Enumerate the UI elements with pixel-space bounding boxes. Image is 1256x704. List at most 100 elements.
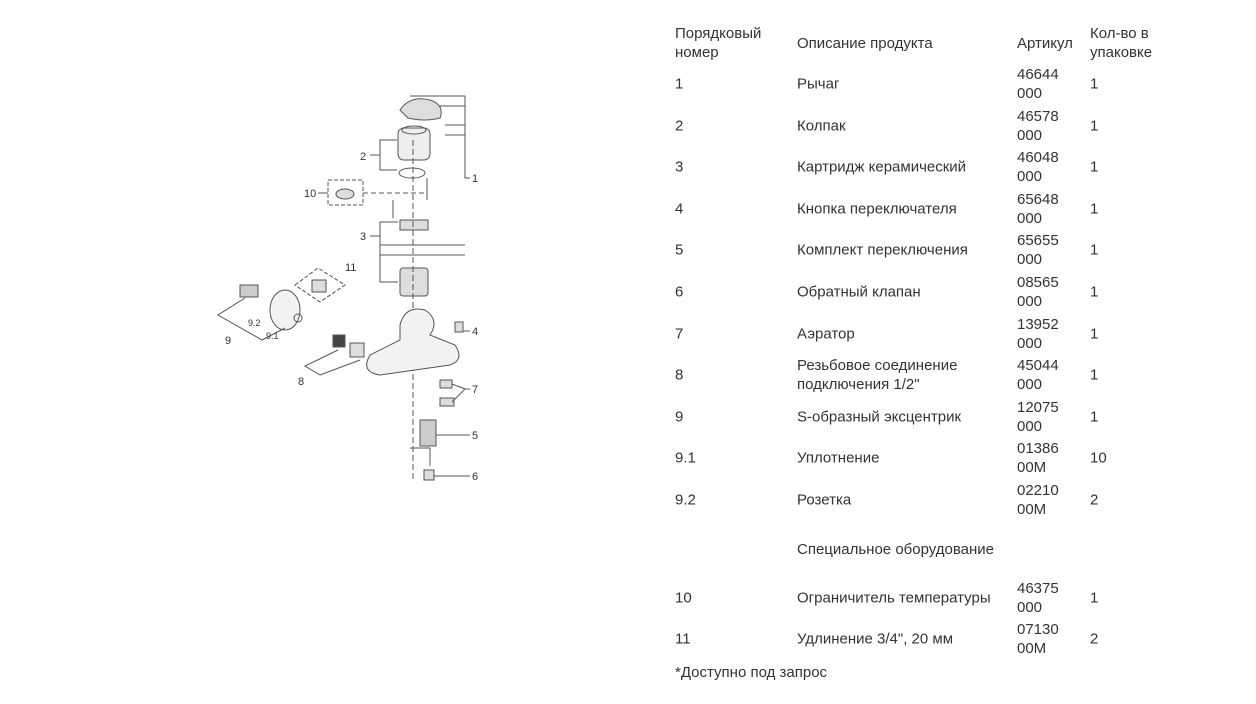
row-qty: 10 [1090,449,1107,467]
row-desc: Уплотнение [797,449,880,467]
row-desc: Ограничитель температуры [797,589,991,607]
table-row: 1 Рычаг 46644 000 1 [0,63,1256,105]
row-num: 1 [675,75,684,93]
row-qty: 1 [1090,117,1099,135]
header-qty: Кол-во в упаковке [1090,25,1153,61]
row-num: 11 [675,630,691,648]
header-num: Порядковый номер [675,25,762,61]
table-row: 11 Удлинение 3/4", 20 мм 07130 00M 2 [0,618,1256,660]
article-line-2: 000 [1017,85,1043,102]
row-qty: 1 [1090,200,1099,218]
row-num: 9 [675,408,684,426]
row-desc: S-образный эксцентрик [797,408,962,426]
row-desc: Розетка [797,491,852,509]
article-line-1: 46578 [1017,108,1059,125]
row-desc: Рычаг [797,75,840,93]
callout-8: 8 [298,376,304,388]
article-line-1: 65655 [1017,232,1059,249]
table-row: 7 Аэратор 13952 000 1 [0,313,1256,355]
article-line-1: 02210 [1017,482,1059,499]
article-line-1: 46644 [1017,66,1059,83]
article-line-1: 65648 [1017,191,1059,208]
callout-9-1: 9.1 [266,331,279,341]
row-num: 2 [675,117,684,135]
row-article: 46644 000 [1017,65,1059,103]
special-heading: Специальное оборудование [797,541,995,558]
callout-11: 11 [345,262,356,274]
row-desc: Картридж керамический [797,158,967,176]
article-line-1: 07130 [1017,621,1059,638]
callout-2: 2 [360,151,366,163]
callout-1: 1 [472,173,478,185]
row-qty: 1 [1090,283,1099,301]
row-article: 12075 000 [1017,398,1059,436]
exploded-parts-diagram: 1 2 3 4 5 6 7 8 9 9.1 9.2 10 11 [217,95,478,483]
row-desc: Кнопка переключателя [797,200,957,218]
row-article: 01386 00M [1017,439,1059,477]
header-article: Артикул [1017,35,1073,52]
row-desc: Колпак [797,117,846,135]
article-line-1: 12075 [1017,399,1059,416]
article-line-2: 00M [1017,640,1047,657]
row-desc: Удлинение 3/4", 20 мм [797,630,954,648]
callout-5: 5 [472,430,478,442]
row-qty: 1 [1090,241,1099,259]
row-article: 46048 000 [1017,148,1059,186]
row-num: 5 [675,241,684,259]
row-qty: 1 [1090,75,1099,93]
footnote: *Доступно под запрос [675,664,828,681]
article-line-1: 46048 [1017,149,1059,166]
row-article: 65655 000 [1017,231,1059,269]
row-num: 9.1 [675,449,696,467]
callout-9: 9 [225,335,231,347]
row-qty: 1 [1090,408,1099,426]
table-row: 8 Резьбовое соединение подключения 1/2" 45… [0,354,1256,396]
row-qty: 2 [1090,630,1099,648]
header-desc: Описание продукта [797,35,933,52]
article-line-2: 000 [1017,251,1043,268]
article-line-1: 46375 [1017,580,1059,597]
row-desc: Обратный клапан [797,283,921,301]
row-article: 46375 000 [1017,579,1059,617]
table-row: 9 S-образный эксцентрик 12075 000 1 [0,396,1256,438]
table-header: Порядковый номер Описание продукта Артик… [0,22,1256,62]
row-article: 08565 000 [1017,273,1059,311]
row-desc: Комплект переключения [797,241,968,259]
row-qty: 1 [1090,158,1099,176]
callout-3: 3 [360,231,366,243]
callout-6: 6 [472,471,478,483]
callout-4: 4 [472,326,478,338]
article-line-2: 000 [1017,168,1043,185]
row-qty: 1 [1090,325,1099,343]
article-line-2: 000 [1017,376,1043,393]
row-num: 9.2 [675,491,696,509]
table-row: 2 Колпак 46578 000 1 [0,105,1256,147]
row-article: 45044 000 [1017,356,1059,394]
article-line-2: 000 [1017,335,1043,352]
article-line-1: 01386 [1017,440,1059,457]
article-line-1: 08565 [1017,274,1059,291]
callout-7: 7 [472,384,478,396]
row-desc: Резьбовое соединение подключения 1/2" [797,357,958,393]
article-line-1: 45044 [1017,357,1059,374]
row-num: 3 [675,158,684,176]
table-row: 6 Обратный клапан 08565 000 1 [0,271,1256,313]
row-num: 6 [675,283,684,301]
article-line-2: 000 [1017,599,1043,616]
row-qty: 1 [1090,589,1099,607]
table-row: 5 Комплект переключения 65655 000 1 [0,229,1256,271]
table-row: 4 Кнопка переключателя 65648 000 1 [0,188,1256,230]
callout-10: 10 [304,188,316,200]
row-num: 8 [675,366,684,384]
article-line-2: 000 [1017,210,1043,227]
row-desc: Аэратор [797,325,855,343]
row-article: 07130 00M [1017,620,1059,658]
article-line-2: 00M [1017,459,1047,476]
table-row: 3 Картридж керамический 46048 000 1 [0,146,1256,188]
table-row: 9.2 Розетка 02210 00M 2 [0,479,1256,521]
row-num: 7 [675,325,684,343]
row-qty: 2 [1090,491,1099,509]
row-num: 4 [675,200,684,218]
row-article: 46578 000 [1017,107,1059,145]
article-line-2: 000 [1017,127,1043,144]
